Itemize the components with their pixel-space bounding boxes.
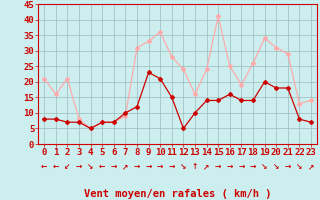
Text: ←: ← <box>41 162 47 171</box>
Text: →: → <box>145 162 152 171</box>
Text: ↑: ↑ <box>192 162 198 171</box>
Text: Vent moyen/en rafales ( km/h ): Vent moyen/en rafales ( km/h ) <box>84 189 271 199</box>
Text: ←: ← <box>52 162 59 171</box>
Text: ↘: ↘ <box>261 162 268 171</box>
Text: ←: ← <box>99 162 105 171</box>
Text: →: → <box>169 162 175 171</box>
Text: ↘: ↘ <box>87 162 94 171</box>
Text: →: → <box>238 162 244 171</box>
Text: →: → <box>284 162 291 171</box>
Text: ↗: ↗ <box>308 162 314 171</box>
Text: →: → <box>134 162 140 171</box>
Text: ↘: ↘ <box>180 162 187 171</box>
Text: ↘: ↘ <box>273 162 279 171</box>
Text: ↗: ↗ <box>122 162 129 171</box>
Text: →: → <box>157 162 164 171</box>
Text: ↙: ↙ <box>64 162 71 171</box>
Text: →: → <box>111 162 117 171</box>
Text: →: → <box>227 162 233 171</box>
Text: ↘: ↘ <box>296 162 303 171</box>
Text: ↗: ↗ <box>204 162 210 171</box>
Text: →: → <box>76 162 82 171</box>
Text: →: → <box>250 162 256 171</box>
Text: →: → <box>215 162 221 171</box>
